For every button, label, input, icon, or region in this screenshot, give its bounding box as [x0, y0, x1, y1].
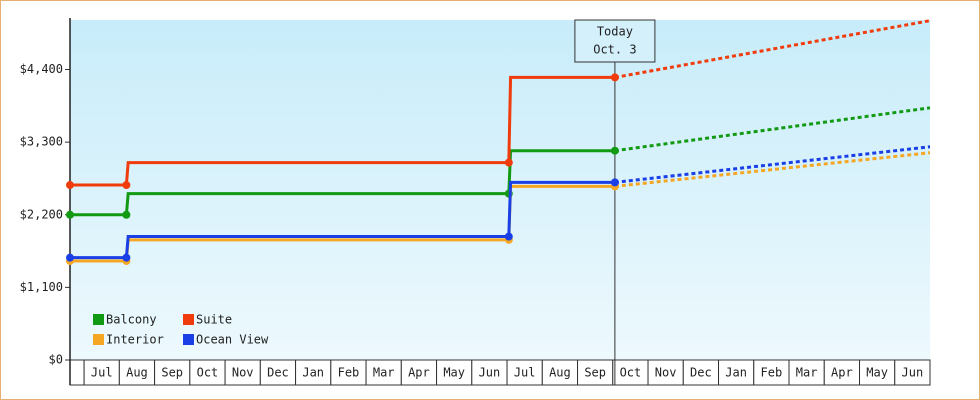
- legend-swatch: [183, 314, 194, 325]
- x-cell: [682, 359, 720, 386]
- x-tick-label: Mar: [796, 366, 818, 380]
- today-label: Oct. 3: [593, 43, 636, 57]
- legend-swatch: [183, 334, 194, 345]
- point: [122, 210, 131, 219]
- legend-swatch: [93, 334, 104, 345]
- legend-swatch: [93, 314, 104, 325]
- plot-area: [70, 20, 930, 360]
- x-cell: [823, 359, 861, 386]
- x-cell: [259, 359, 297, 386]
- x-tick-label: May: [866, 366, 888, 380]
- series-line: [70, 75, 615, 187]
- legend-label: Interior: [106, 333, 164, 347]
- x-tick-label: Aug: [549, 366, 571, 380]
- x-tick-label: Jun: [479, 366, 501, 380]
- x-cell: [471, 359, 508, 386]
- forecast-line: [614, 145, 931, 184]
- y-tick-label: $2,200: [20, 207, 63, 221]
- forecast-line: [614, 151, 931, 188]
- x-cell: [894, 359, 931, 386]
- x-tick-label: Apr: [831, 366, 853, 380]
- today-box: [574, 19, 656, 63]
- y-tick-label: $4,400: [20, 62, 63, 76]
- x-tick-label: Jan: [302, 366, 324, 380]
- x-tick-label: Feb: [338, 366, 360, 380]
- x-cell: [718, 359, 755, 386]
- x-cell: [788, 359, 825, 386]
- x-tick-label: Sep: [161, 366, 183, 380]
- x-cell: [189, 359, 226, 386]
- point: [66, 253, 74, 262]
- x-tick-label: Jan: [725, 366, 747, 380]
- legend-label: Suite: [196, 313, 232, 327]
- point: [610, 146, 619, 155]
- x-tick-label: Jun: [902, 366, 924, 380]
- x-cell: [753, 359, 790, 386]
- series-line: [70, 149, 615, 217]
- point: [66, 181, 74, 190]
- x-tick-label: Apr: [408, 366, 430, 380]
- point: [66, 210, 74, 219]
- point: [504, 158, 513, 167]
- x-tick-label: Dec: [267, 366, 289, 380]
- point: [504, 232, 513, 241]
- x-cell: [541, 359, 579, 386]
- x-tick-label: May: [443, 366, 465, 380]
- legend-label: Balcony: [106, 313, 157, 327]
- x-cell: [400, 359, 438, 386]
- x-tick-label: Jul: [91, 366, 113, 380]
- x-tick-label: Jul: [514, 366, 536, 380]
- x-tick-label: Aug: [126, 366, 148, 380]
- point: [610, 178, 619, 187]
- point: [122, 181, 131, 190]
- x-cell: [330, 359, 367, 386]
- y-tick-label: $3,300: [20, 135, 63, 149]
- x-cell: [577, 359, 614, 386]
- x-tick-label: Mar: [373, 366, 395, 380]
- x-cell: [69, 359, 85, 386]
- x-tick-label: Feb: [761, 366, 783, 380]
- x-cell: [118, 359, 156, 386]
- point: [122, 253, 131, 262]
- series-line: [70, 180, 615, 260]
- forecast-line: [614, 19, 931, 79]
- today-label: Today: [597, 25, 633, 39]
- x-cell: [647, 359, 684, 386]
- x-tick-label: Oct: [197, 366, 219, 380]
- x-tick-label: Dec: [690, 366, 712, 380]
- x-tick-label: Nov: [232, 366, 254, 380]
- series-line: [70, 184, 615, 263]
- y-tick-label: $1,100: [20, 280, 63, 294]
- legend-label: Ocean View: [196, 333, 269, 347]
- x-tick-label: Nov: [655, 366, 677, 380]
- x-tick-label: Sep: [584, 366, 606, 380]
- y-tick-label: $0: [49, 353, 63, 367]
- point: [610, 73, 619, 82]
- x-cell: [859, 359, 896, 386]
- x-tick-label: Oct: [620, 366, 642, 380]
